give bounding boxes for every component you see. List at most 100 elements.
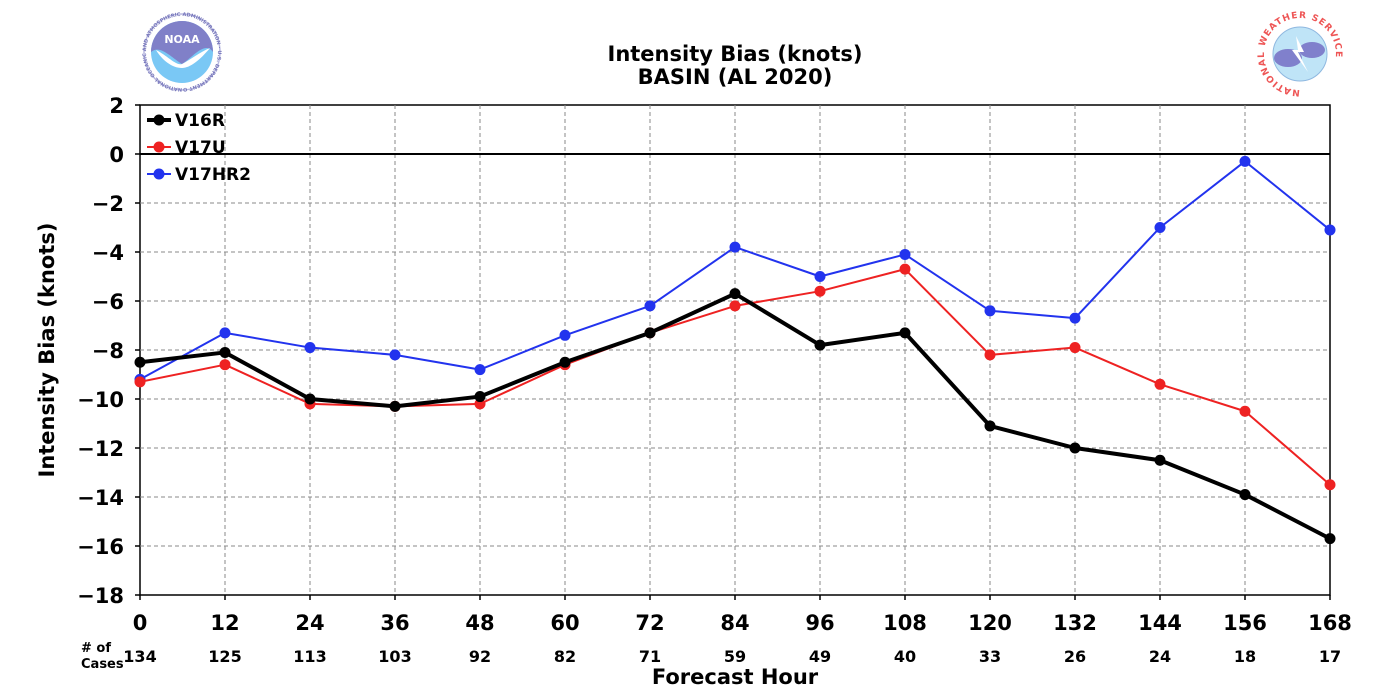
series-point-v17hr2 xyxy=(559,329,571,341)
x-tick-label: 108 xyxy=(883,611,927,635)
noaa-logo-text: NOAA xyxy=(164,33,200,46)
legend-item-v17hr2: V17HR2 xyxy=(147,165,251,185)
chart-subtitle: BASIN (AL 2020) xyxy=(638,65,833,89)
series-point-v16r xyxy=(304,393,316,405)
series-point-v17u xyxy=(1239,405,1251,417)
y-tick-label: −6 xyxy=(92,290,124,314)
case-count: 33 xyxy=(979,647,1001,666)
x-tick-label: 96 xyxy=(805,611,834,635)
series-point-v16r xyxy=(1154,454,1166,466)
series-point-v17hr2 xyxy=(219,327,231,339)
cases-row: 134 125 113 103 92 82 71 59 49 40 33 26 24 18 17 xyxy=(123,647,1341,666)
y-tick-label: −14 xyxy=(77,486,124,510)
series-point-v17hr2 xyxy=(814,271,826,282)
legend: V16R V17U V17HR2 xyxy=(147,111,251,185)
x-tick-label: 132 xyxy=(1053,611,1097,635)
legend-item-v17u: V17U xyxy=(147,138,226,158)
series-point-v17u xyxy=(984,349,996,361)
series-point-v17u xyxy=(729,300,741,312)
series-point-v16r xyxy=(134,356,146,368)
x-tick-label: 144 xyxy=(1138,611,1182,635)
cases-label-line2: Cases xyxy=(81,657,124,672)
case-count: 82 xyxy=(554,647,576,666)
y-tick-label: −4 xyxy=(92,241,124,265)
y-axis-ticks: 2 0 −2 −4 −6 −8 −10 −12 −14 −16 −18 xyxy=(77,94,140,608)
case-count: 24 xyxy=(1149,647,1171,666)
nws-logo: NATIONAL WEATHER SERVICE xyxy=(1257,11,1342,97)
series-point-v16r xyxy=(389,400,401,412)
x-tick-label: 168 xyxy=(1308,611,1352,635)
series-point-v16r xyxy=(984,420,996,432)
x-tick-label: 72 xyxy=(635,611,664,635)
case-count: 103 xyxy=(378,647,411,666)
series-point-v16r xyxy=(559,356,571,368)
plot-area xyxy=(134,104,1336,596)
case-count: 40 xyxy=(894,647,916,666)
case-count: 92 xyxy=(469,647,491,666)
chart-title: Intensity Bias (knots) xyxy=(608,42,863,66)
case-count: 113 xyxy=(293,647,326,666)
case-count: 59 xyxy=(724,647,746,666)
series-v16r xyxy=(134,288,1336,545)
series-point-v17hr2 xyxy=(1239,155,1251,167)
series-point-v17u xyxy=(1069,342,1081,354)
x-axis-ticks: 0 12 24 36 48 60 72 84 96 108 120 132 144 156 168 xyxy=(133,595,1352,635)
series-point-v17u xyxy=(899,263,911,275)
series-point-v17hr2 xyxy=(1069,312,1081,324)
series-point-v16r xyxy=(1324,533,1336,545)
case-count: 134 xyxy=(123,647,156,666)
y-tick-label: 0 xyxy=(109,143,124,167)
series-point-v16r xyxy=(474,391,486,403)
series-point-v17u xyxy=(134,376,146,388)
x-tick-label: 156 xyxy=(1223,611,1267,635)
series-point-v16r xyxy=(814,339,826,351)
series-point-v17hr2 xyxy=(389,349,401,361)
legend-swatch-marker xyxy=(153,114,165,126)
legend-item-v16r: V16R xyxy=(147,111,225,131)
series-point-v16r xyxy=(899,327,911,339)
series-point-v17u xyxy=(814,285,826,297)
cases-label-line1: # of xyxy=(81,641,111,656)
series-point-v17u xyxy=(1154,378,1166,390)
series-point-v16r xyxy=(644,327,656,339)
x-tick-label: 120 xyxy=(968,611,1012,635)
series-point-v17hr2 xyxy=(644,300,656,312)
x-tick-label: 84 xyxy=(720,611,749,635)
x-tick-label: 12 xyxy=(210,611,239,635)
legend-label: V17U xyxy=(175,138,226,158)
case-count: 17 xyxy=(1319,647,1341,666)
y-tick-label: −2 xyxy=(92,192,124,216)
x-axis-label: Forecast Hour xyxy=(652,665,819,689)
x-tick-label: 36 xyxy=(380,611,409,635)
series-point-v16r xyxy=(1239,489,1251,501)
case-count: 71 xyxy=(639,647,661,666)
series-point-v17hr2 xyxy=(304,342,316,354)
y-axis-label: Intensity Bias (knots) xyxy=(35,223,59,478)
series-point-v17u xyxy=(219,359,231,371)
series-point-v17hr2 xyxy=(474,364,486,376)
y-tick-label: −18 xyxy=(77,584,124,608)
series-point-v17u xyxy=(1324,479,1336,491)
x-tick-label: 48 xyxy=(465,611,494,635)
case-count: 125 xyxy=(208,647,241,666)
series-point-v17hr2 xyxy=(899,248,911,260)
series-v17hr2 xyxy=(134,155,1336,385)
case-count: 26 xyxy=(1064,647,1086,666)
series-point-v16r xyxy=(729,288,741,300)
x-tick-label: 24 xyxy=(295,611,324,635)
x-tick-label: 60 xyxy=(550,611,579,635)
y-tick-label: −8 xyxy=(92,339,124,363)
legend-swatch-marker xyxy=(153,168,165,180)
legend-label: V16R xyxy=(175,111,225,131)
series-point-v16r xyxy=(219,346,231,358)
y-tick-label: 2 xyxy=(109,94,124,118)
series-point-v17hr2 xyxy=(729,241,741,253)
case-count: 18 xyxy=(1234,647,1256,666)
series-point-v17hr2 xyxy=(1324,224,1336,236)
y-tick-label: −10 xyxy=(77,388,124,412)
case-count: 49 xyxy=(809,647,831,666)
series-point-v17hr2 xyxy=(984,305,996,317)
series-point-v16r xyxy=(1069,442,1081,454)
noaa-logo: NOAA NATIONAL OCEANIC AND ATMOSPHERIC AD… xyxy=(0,0,222,92)
